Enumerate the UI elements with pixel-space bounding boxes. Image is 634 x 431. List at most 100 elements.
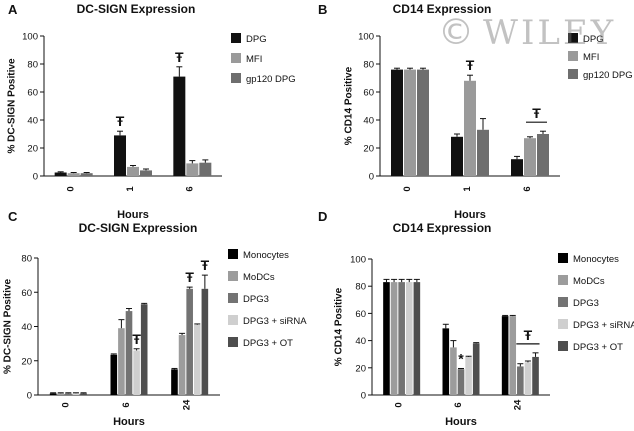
legend-swatch	[231, 73, 241, 83]
bar-mfi-1	[464, 80, 476, 176]
significance-marker: Ŧ	[524, 327, 533, 343]
bar-monocytes-0	[383, 282, 390, 395]
bar-monocytes-24	[501, 316, 509, 395]
y-tick-label: 0	[27, 391, 32, 402]
bar-dpg3-ot-24	[201, 288, 209, 395]
significance-marker: Ŧ	[185, 269, 194, 285]
significance-marker: Ŧ	[132, 331, 141, 347]
legend-label: DPG3 + OT	[243, 338, 293, 349]
bar-dpg3-ot-24	[532, 356, 539, 395]
y-tick-label: 100	[350, 255, 366, 266]
chart-title: CD14 Expression	[393, 221, 492, 235]
bar-dpg3-sirna-0	[405, 282, 413, 395]
legend-label: DPG	[246, 34, 267, 45]
bar-dpg3-ot-0	[80, 393, 87, 395]
legend: Monocytes MoDCs DPG3 DPG3 + siRNA DPG3 + OT	[558, 253, 634, 353]
chart-title: CD14 Expression	[393, 2, 492, 16]
x-tick-label: 6	[121, 402, 132, 407]
y-tick-label: 100	[22, 32, 38, 43]
legend-swatch	[558, 319, 568, 329]
chart-title: DC-SIGN Expression	[79, 221, 198, 235]
bar-gp120-dpg-6	[537, 134, 549, 176]
y-axis-label: % CD14 Positive	[344, 66, 355, 145]
legend-label: DPG3 + OT	[573, 342, 623, 353]
bar-monocytes-6	[110, 354, 118, 395]
bar-mfi-0	[67, 173, 80, 176]
bar-gp120-dpg-0	[80, 173, 93, 176]
x-tick-label: 1	[462, 186, 473, 192]
y-tick-label: 60	[363, 88, 374, 99]
y-tick-label: 40	[21, 322, 32, 333]
legend-swatch	[228, 249, 238, 259]
legend-swatch	[228, 337, 238, 347]
y-tick-label: 40	[27, 116, 38, 127]
legend-swatch	[228, 293, 238, 303]
x-tick-label: 24	[182, 399, 193, 410]
legend-label: MFI	[246, 54, 262, 65]
significance-marker: Ŧ	[532, 105, 541, 121]
significance-marker: Ŧ	[466, 57, 475, 73]
bar-modcs-0	[57, 393, 65, 395]
y-axis-label: % CD14 Positive	[334, 287, 345, 366]
x-tick-label: 0	[60, 402, 71, 407]
bar-mfi-1	[127, 166, 139, 176]
y-tick-label: 0	[361, 391, 366, 402]
bar-dpg3-sirna-6	[465, 356, 472, 395]
x-tick-label: 6	[522, 186, 533, 191]
y-axis-label: % DC-SIGN Positive	[7, 58, 18, 153]
bar-dpg-0	[54, 172, 67, 176]
panel-letter: D	[318, 209, 327, 224]
legend-label: MoDCs	[573, 276, 605, 287]
bar-monocytes-6	[442, 328, 450, 395]
panel-letter: B	[318, 2, 327, 17]
legend-label: DPG3	[243, 294, 269, 305]
bar-dpg3-0	[398, 282, 405, 395]
bar-dpg3-sirna-0	[72, 393, 80, 395]
bar-monocytes-24	[171, 369, 178, 395]
y-tick-label: 60	[21, 288, 32, 299]
bar-dpg-6	[173, 76, 186, 176]
legend-swatch	[568, 69, 578, 79]
significance-marker: Ŧ	[201, 257, 210, 273]
bar-dpg3-6	[457, 369, 465, 395]
bar-mfi-6	[186, 163, 199, 176]
bar-gp120-dpg-0	[417, 69, 429, 176]
significance-marker: *	[458, 350, 464, 366]
x-axis-label: Hours	[117, 209, 149, 221]
bar-monocytes-0	[49, 393, 57, 395]
bar-modcs-24	[509, 316, 517, 395]
y-tick-label: 80	[363, 60, 374, 71]
chart-title: DC-SIGN Expression	[77, 2, 196, 16]
bar-modcs-24	[178, 335, 186, 395]
bar-dpg3-24	[517, 366, 524, 395]
y-axis-label: % DC-SIGN Positive	[3, 279, 14, 374]
legend-swatch	[231, 33, 241, 43]
y-tick-label: 0	[33, 172, 38, 183]
panel-letter: A	[8, 2, 18, 17]
significance-marker: Ŧ	[175, 49, 184, 65]
y-tick-label: 80	[355, 282, 366, 293]
y-tick-label: 20	[355, 363, 366, 374]
x-axis-label: Hours	[113, 416, 145, 428]
y-tick-label: 80	[21, 254, 32, 265]
bar-dpg-6	[511, 159, 523, 176]
bar-dpg-1	[114, 135, 126, 176]
legend-swatch	[558, 275, 568, 285]
legend-swatch	[228, 315, 238, 325]
y-tick-label: 20	[21, 356, 32, 367]
bar-modcs-6	[450, 347, 457, 395]
significance-marker: Ŧ	[116, 113, 125, 129]
legend-label: MFI	[583, 52, 599, 63]
legend-label: DPG	[583, 34, 604, 45]
legend-label: Monocytes	[243, 250, 289, 261]
y-tick-label: 40	[355, 336, 366, 347]
legend-label: DPG3	[573, 298, 599, 309]
x-tick-label: 24	[512, 399, 523, 410]
bar-dpg3-ot-0	[413, 282, 421, 395]
y-tick-label: 20	[363, 144, 374, 155]
x-axis-label: Hours	[454, 209, 486, 221]
legend-label: DPG3 + siRNA	[243, 316, 307, 327]
